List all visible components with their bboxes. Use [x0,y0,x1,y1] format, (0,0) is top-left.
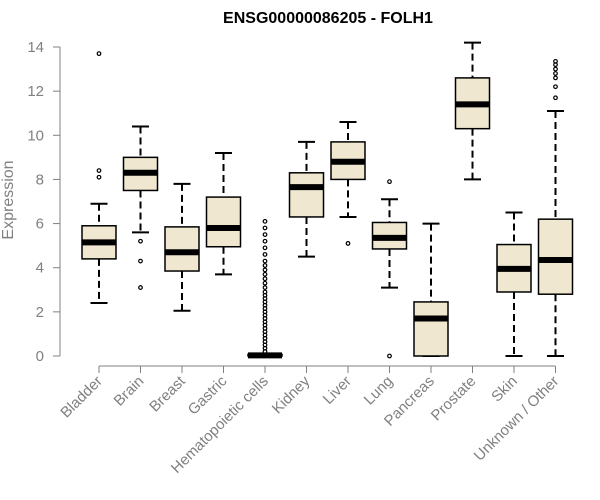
boxes-layer [81,41,574,359]
y-tick-label: 12 [27,83,44,100]
outlier-point [262,232,268,238]
box-prostate [454,41,491,181]
outlier-point [553,71,558,76]
outlier-point [262,218,268,224]
outlier-point [96,168,102,174]
outlier-point [262,252,268,257]
outlier-point [262,238,268,244]
x-tick-label: Prostate [428,373,480,425]
x-tick-label: Kidney [269,372,314,417]
outlier-point [553,66,558,72]
y-tick-label: 2 [36,304,44,321]
x-tick-label: Breast [146,372,189,415]
x-tick-label: Skin [488,373,521,406]
outlier-point [262,258,268,264]
outlier-point [96,51,102,57]
box-unknown-other [537,58,574,357]
outlier-point [262,245,268,251]
box-hematopoietic-cells [247,218,283,359]
outlier-point [262,289,268,295]
y-axis: 0 2 4 6 8 10 12 14 [27,39,61,365]
outlier-point [262,280,268,286]
y-tick-label: 14 [27,39,44,56]
outlier-point [553,95,558,101]
outlier-point [387,179,392,185]
iqr-box [205,196,242,248]
x-tick-label: Liver [320,373,355,408]
outlier-point [138,285,143,290]
box-breast [164,182,200,312]
y-tick-label: 4 [36,260,44,277]
outlier-point [553,58,558,64]
outlier-point [96,174,102,180]
box-pancreas [413,222,449,357]
outlier-point [387,353,392,359]
y-tick-label: 6 [36,216,44,233]
x-tick-label: Brain [111,373,148,410]
box-liver [330,121,366,246]
outlier-point [262,276,268,282]
x-tick-label: Bladder [57,373,106,422]
y-axis-label: Expression [0,160,17,239]
box-gastric [205,151,242,276]
box-brain [122,125,159,290]
outlier-point [553,84,558,90]
x-tick-label: Lung [361,373,397,409]
y-tick-label: 8 [36,171,44,188]
y-tick-label: 0 [36,348,44,365]
iqr-box [164,226,200,272]
iqr-box [537,218,574,295]
outlier-point [345,241,351,246]
outlier-point [262,263,268,268]
outlier-point [138,238,143,244]
iqr-box [288,172,325,218]
outlier-point [262,225,268,231]
box-bladder [81,51,117,305]
box-lung [371,179,408,359]
outlier-point [262,267,268,273]
y-tick-label: 10 [27,127,44,144]
box-skin [496,211,532,357]
box-kidney [288,140,325,258]
chart-title: ENSG00000086205 - FOLH1 [223,10,433,27]
outlier-point [553,75,558,81]
outlier-point [262,285,268,290]
iqr-box [413,301,449,357]
outlier-point [262,271,268,277]
outlier-point [138,258,143,264]
